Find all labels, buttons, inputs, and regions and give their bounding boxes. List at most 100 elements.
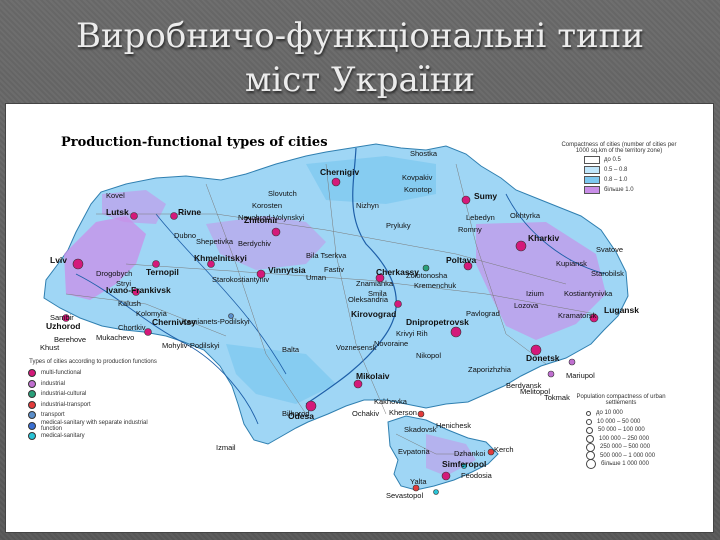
density-swatch-4 xyxy=(584,186,600,194)
city-label: Tokmak xyxy=(544,393,570,402)
city-label: Izium xyxy=(526,289,544,298)
city-label: Poltava xyxy=(446,255,477,265)
city-label: Shostka xyxy=(410,149,438,158)
city-label: Korosten xyxy=(252,201,283,210)
city-label: Novohrad-Volynskyi xyxy=(238,213,305,222)
city-label: Kalush xyxy=(118,299,141,308)
density-zone-west-2 xyxy=(102,190,166,224)
city-label: Bila Tserkva xyxy=(306,251,347,260)
type-dot-icon xyxy=(28,421,36,430)
city-label: Evpatoria xyxy=(398,447,430,456)
city-label: Khust xyxy=(40,343,60,352)
river-dniester xyxy=(75,273,259,425)
density-legend-label: 0.8 – 1.0 xyxy=(604,177,628,183)
city-label: Zhitomir xyxy=(244,215,278,225)
city-label: Izmail xyxy=(216,443,236,452)
city-label: Henichesk xyxy=(436,421,472,430)
city-label: Lutsk xyxy=(106,207,129,217)
city-label: Kamianets-Podilskyi xyxy=(182,317,250,326)
city-label: Oleksandria xyxy=(348,295,389,304)
city-label: Starokostiantyniv xyxy=(212,275,270,284)
city-label: Svatove xyxy=(596,245,624,254)
city-label: Lviv xyxy=(50,255,68,265)
city-label: Zolotonosha xyxy=(406,271,448,280)
population-legend-row: 100 000 – 250 000 xyxy=(566,434,676,444)
city-label: Balta xyxy=(282,345,300,354)
river-bug xyxy=(155,213,287,375)
types-legend-label: medical-sanitary xyxy=(41,433,85,440)
map-graphic xyxy=(43,143,629,495)
types-legend-label: transport xyxy=(41,412,65,419)
city-label: Starobilsk xyxy=(591,269,624,278)
city-label: Shepetivka xyxy=(196,237,234,246)
city-label: Novoraine xyxy=(374,339,409,348)
city-label: Berehove xyxy=(54,335,87,344)
city-label: Krivyi Rih xyxy=(396,329,428,338)
density-swatch-1 xyxy=(584,156,600,164)
city-label: Uman xyxy=(306,273,327,282)
slide-title-line-1: Виробничо-функціональні типи xyxy=(75,16,645,56)
types-legend-label: industrial xyxy=(41,380,66,387)
density-legend-label: більше 1.0 xyxy=(604,187,634,193)
type-dot-icon xyxy=(28,369,36,378)
city-label: Berdychiv xyxy=(238,239,271,248)
city-label: Yalta xyxy=(410,477,427,486)
density-zone-south xyxy=(226,344,336,404)
city-label: Kerch xyxy=(494,445,514,454)
density-legend-label: 0.5 – 0.8 xyxy=(604,167,628,173)
density-legend-row: 0.8 – 1.0 xyxy=(584,176,684,184)
types-legend-row: medical-sanitary with separate industria… xyxy=(28,419,158,432)
city-label: Dnipropetrovsk xyxy=(406,317,469,327)
city-label: Vinnytsia xyxy=(268,265,306,275)
city-label: Sambir xyxy=(50,313,74,322)
types-legend-row: industrial xyxy=(28,379,158,390)
city-label: Konotop xyxy=(404,185,432,194)
types-legend-label: medical-sanitary with separate industria… xyxy=(41,419,148,432)
population-legend-label: 50 000 – 100 000 xyxy=(598,427,645,434)
city-label: Smila xyxy=(368,289,387,298)
city-label: Cherkassy xyxy=(376,267,420,277)
population-circle-icon xyxy=(586,426,593,434)
population-legend-row: 250 000 – 500 000 xyxy=(566,442,676,452)
population-legend: Population compactness of urban settleme… xyxy=(566,394,676,470)
city-label: Dzhankoi xyxy=(454,449,486,458)
types-legend-header: Types of cities according to production … xyxy=(29,359,157,365)
population-legend-label: до 10 000 xyxy=(596,410,623,417)
density-swatch-2 xyxy=(584,166,600,174)
city-label: Lozova xyxy=(514,301,539,310)
density-legend: Compactness of cities (number of cities … xyxy=(554,142,684,194)
city-label: Kupiansk xyxy=(556,259,587,268)
city-label: Mariupol xyxy=(566,371,595,380)
city-label: Simferopol xyxy=(442,459,487,469)
types-legend: Types of cities according to production … xyxy=(28,359,158,442)
city-label: Stryi xyxy=(116,279,131,288)
slide-title-line-2: міст України xyxy=(244,60,476,100)
city-label: Dubno xyxy=(174,231,197,240)
map-image: Production-functional types of cities Co… xyxy=(5,103,714,533)
city-label: Sevastopol xyxy=(386,491,424,500)
city-label: Skadovsk xyxy=(404,425,437,434)
city-label: Chernigiv xyxy=(320,167,360,177)
type-dot-icon xyxy=(28,400,36,409)
types-legend-label: industrial-cultural xyxy=(41,391,87,398)
density-zone-east xyxy=(476,222,606,340)
map-title: Production-functional types of cities xyxy=(61,135,328,150)
type-dot-icon xyxy=(28,390,36,399)
types-legend-row: multi-functional xyxy=(28,368,158,379)
population-legend-label: 250 000 – 500 000 xyxy=(600,444,651,451)
type-dot-icon xyxy=(28,411,36,420)
city-label: Donetsk xyxy=(526,353,560,363)
city-label: Kirovograd xyxy=(351,309,397,319)
city-label: Kolomyia xyxy=(136,309,167,318)
type-dot-icon xyxy=(28,432,36,441)
city-label: Rivne xyxy=(178,207,202,217)
population-legend-label: більше 1 000 000 xyxy=(601,461,649,468)
city-label: Slovutch xyxy=(268,189,297,198)
population-circle-icon xyxy=(586,418,592,425)
density-swatch-3 xyxy=(584,176,600,184)
density-zone-center xyxy=(206,216,326,270)
city-label: Bilhorod xyxy=(282,409,310,418)
river-dnipro xyxy=(305,147,397,405)
city-label: Odesa xyxy=(288,411,314,421)
city-label: Ivano-Frankivsk xyxy=(106,285,171,295)
